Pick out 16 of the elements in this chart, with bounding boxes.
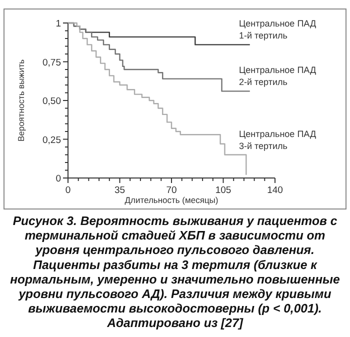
series-label: Центральное ПАД 3-й тертиль (239, 128, 316, 151)
text: Рисунок 3. Вероятность выживания у пациентов с терминальной стадией ХБП в зависимости от уровня центрального пульсового давления. Пациенты разбиты на 3 тертиля (близкие к нормальным, умеренно и значительно повышенные уровни пульсового АД). Различия между кривыми выживаемости высокодостоверны (p < 0,001). Адаптировано из [27] (10, 214, 340, 330)
y-tick-label: 0,25 (42, 134, 61, 146)
y-tick-label: 0,50 (42, 96, 61, 107)
y-tick-label: 1 (56, 18, 61, 30)
series-label: Центральное ПАД 2-й тертиль (239, 65, 316, 88)
x-tick-label: 0 (65, 185, 71, 196)
x-axis-title: Длительность (месяцы) (124, 195, 218, 205)
series-label: Центральное ПАД 1-й тертиль (239, 18, 316, 41)
y-tick-label: 0,75 (42, 57, 61, 68)
y-axis-title: Вероятность выжить (16, 58, 26, 142)
x-tick-label: 70 (166, 185, 177, 196)
x-tick-label: 140 (267, 185, 283, 196)
y-tick-label: 0 (56, 174, 61, 184)
x-tick-label: 105 (215, 185, 232, 196)
x-tick-label: 35 (114, 185, 126, 196)
